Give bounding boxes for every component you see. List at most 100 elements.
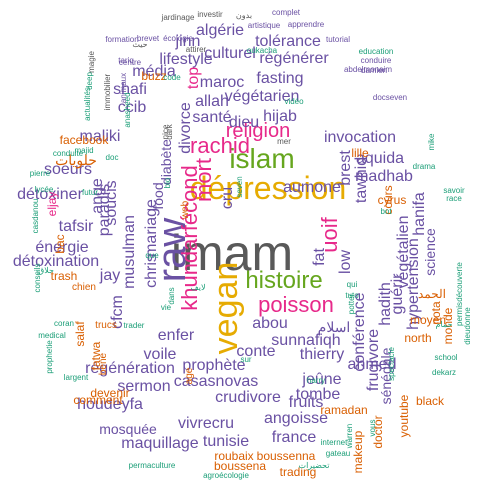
word-web: web — [180, 200, 191, 220]
word-arabic: تحضيرات — [298, 461, 330, 470]
word-prophetie: prophetie — [45, 340, 54, 374]
word-trucs: trucs — [95, 320, 117, 331]
word-imam: imam — [170, 225, 294, 281]
word-angoisse: angoisse — [263, 410, 329, 427]
word-anasheed: anasheed — [123, 92, 132, 128]
word-mer: mer — [277, 137, 291, 146]
word-detoxiner: détoxiner — [17, 186, 83, 203]
word-age: age — [184, 367, 195, 385]
word-mosquee: mosquée — [99, 421, 157, 437]
word-vegetarien: végétarien — [224, 88, 300, 105]
word-eljay: eljay — [45, 191, 59, 217]
word-jinn: jinn — [175, 33, 201, 50]
word-dieudonne: dieudonne — [463, 307, 472, 345]
word-seven: seven — [235, 176, 244, 198]
word-hanifa: hanifa — [411, 192, 428, 236]
word-sunnafiqh: sunnafiqh — [271, 332, 341, 349]
word-tawhid: tawhid — [353, 156, 370, 204]
word-bot: bot — [380, 207, 392, 216]
word-attirer: attirer — [185, 45, 207, 54]
word-fasting: fasting — [256, 70, 304, 87]
word-school: school — [434, 353, 458, 362]
word-voile: voile — [143, 346, 177, 363]
word-fat: fat — [311, 248, 328, 266]
word-houdeyfa: houdeyfa — [77, 396, 143, 413]
word-mort: mort — [191, 158, 216, 202]
word-hijab: hijab — [263, 108, 297, 125]
word-boussenna: boussenna — [256, 449, 316, 463]
word-aumone: aumone — [283, 179, 341, 196]
word-top: top — [185, 66, 202, 90]
word-jay: jay — [99, 267, 121, 284]
word-conduite: conduite — [52, 149, 84, 158]
word-casasnovas: casasnovas — [173, 373, 259, 390]
word-lycee: lycée — [34, 185, 54, 194]
word-madhab: madhab — [355, 168, 413, 185]
word-islam: islam — [229, 143, 295, 174]
word-trash: trash — [50, 269, 78, 283]
word-immobilier: immobilier — [103, 73, 112, 111]
word-comment: comment — [73, 393, 123, 407]
word-tolerance: tolérance — [255, 33, 321, 50]
word-black: black — [415, 394, 445, 408]
word-trading: trading — [279, 465, 317, 479]
word-que: que — [145, 251, 159, 260]
word-sur: sur — [240, 355, 252, 364]
word-apprendre: apprendre — [287, 20, 325, 29]
word-largent: largent — [63, 373, 89, 382]
word-culturel: culturel — [204, 45, 256, 62]
word-futur: futur — [81, 188, 99, 197]
word-abou: abou — [252, 315, 288, 332]
word-lille: lille — [351, 146, 369, 160]
word-maliki: maliki — [79, 128, 121, 145]
word-vivrecru: vivrecru — [177, 415, 235, 432]
word-tombe: tombe — [295, 386, 341, 403]
word-mike: mike — [427, 133, 436, 151]
word-doc: doc — [105, 153, 119, 162]
word-oukacha: oukacha — [246, 46, 278, 55]
word-arabic: حمام — [435, 320, 453, 329]
word-maquillage: maquillage — [121, 435, 199, 452]
word-arabic: اسلام — [317, 319, 351, 335]
word-shafi: shafi — [113, 81, 147, 98]
word-arabic: حلويات — [55, 152, 97, 168]
word-internet: internet — [320, 438, 348, 447]
word-agroecologie: agroécologie — [203, 471, 249, 480]
word-france: france — [271, 429, 317, 446]
word-ccib: ccib — [117, 99, 147, 116]
word-invocation: invocation — [323, 129, 397, 146]
word-low: low — [337, 249, 354, 275]
word-salaf: salaf — [73, 321, 87, 347]
word-regenerer: régénérer — [259, 50, 329, 67]
word-centre: centre — [118, 58, 142, 67]
word-cyrus: cyrus — [377, 193, 407, 207]
word-conduire: conduire — [360, 56, 392, 65]
word-decouverte: découverte — [455, 262, 464, 302]
word-aquida: aquida — [355, 150, 405, 167]
word-video: vidéo — [284, 97, 304, 106]
word-damien: damien — [360, 66, 388, 75]
word-warren: warren — [345, 423, 354, 449]
word-prophete: prophète — [182, 357, 246, 374]
word-coran: coran — [53, 319, 75, 328]
word-race: race — [446, 194, 462, 203]
word-vie: vie — [160, 303, 172, 312]
word-casdanou: casdanou — [31, 198, 40, 234]
word-bene: bene — [98, 352, 109, 376]
word-youtube: youtube — [397, 394, 411, 438]
word-north: north — [404, 331, 432, 345]
word-code: code — [163, 73, 181, 82]
word-histoire: histoire — [245, 267, 323, 294]
word-cru: cru — [219, 186, 236, 210]
word-actualites: actualités — [83, 87, 92, 121]
word-divorce: divorce — [177, 102, 194, 154]
word-buzz: buzz — [141, 69, 167, 83]
word-thierry: thierry — [299, 346, 345, 363]
word-energie: énergie — [35, 239, 89, 256]
word-conte: conte — [236, 343, 276, 360]
word-ramadan: ramadan — [320, 403, 368, 417]
word-complet: complet — [271, 8, 301, 17]
word-facebook: facebook — [59, 133, 109, 147]
word-tafsir: tafsir — [58, 218, 94, 235]
